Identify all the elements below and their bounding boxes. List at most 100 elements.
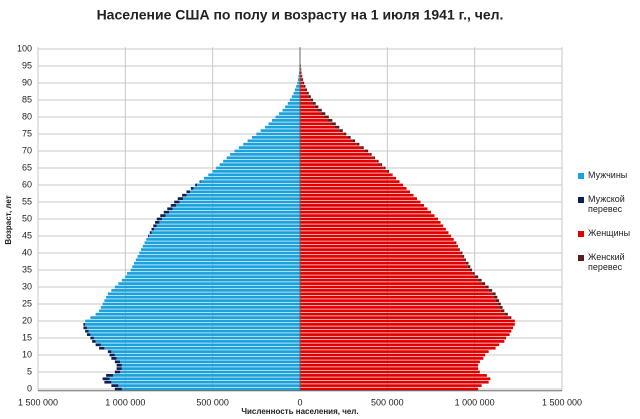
bar bbox=[272, 119, 300, 122]
bar bbox=[300, 278, 479, 282]
bar bbox=[310, 98, 314, 102]
bar bbox=[343, 132, 347, 136]
bar bbox=[83, 326, 87, 330]
bar bbox=[148, 234, 149, 238]
bar bbox=[169, 210, 300, 214]
bar bbox=[104, 299, 300, 302]
bar bbox=[111, 289, 300, 292]
bar bbox=[251, 136, 300, 139]
bar bbox=[109, 377, 300, 381]
bar bbox=[300, 217, 438, 221]
legend-item: Мужской перевес bbox=[578, 194, 638, 214]
bar bbox=[113, 374, 301, 377]
legend-swatch bbox=[578, 197, 584, 203]
bar bbox=[130, 268, 300, 272]
bar bbox=[104, 380, 112, 384]
bar bbox=[380, 163, 383, 166]
bar bbox=[300, 312, 505, 316]
bar bbox=[116, 357, 300, 360]
bar bbox=[469, 268, 473, 272]
bar bbox=[99, 309, 300, 313]
bar bbox=[300, 244, 458, 248]
bar bbox=[467, 265, 471, 268]
bar bbox=[149, 231, 152, 234]
bar bbox=[199, 180, 201, 183]
bar bbox=[300, 357, 484, 360]
y-tick-label: 10 bbox=[22, 349, 32, 359]
bar bbox=[170, 204, 176, 207]
bar bbox=[300, 102, 313, 105]
bar bbox=[300, 343, 500, 347]
bar bbox=[300, 285, 486, 289]
bar bbox=[312, 102, 316, 105]
bar bbox=[301, 74, 303, 78]
bar bbox=[455, 241, 457, 245]
bar bbox=[300, 282, 482, 285]
bar bbox=[300, 176, 397, 180]
bar bbox=[300, 139, 353, 143]
bar bbox=[300, 261, 466, 265]
bar bbox=[300, 224, 444, 228]
bar bbox=[121, 387, 300, 391]
bar bbox=[100, 343, 300, 347]
bar bbox=[465, 261, 469, 265]
bar bbox=[300, 374, 487, 377]
bar bbox=[182, 197, 300, 200]
bar bbox=[125, 275, 300, 279]
bar bbox=[300, 387, 479, 391]
bar bbox=[488, 289, 493, 292]
bar bbox=[162, 217, 300, 221]
bar bbox=[190, 187, 194, 190]
bar bbox=[132, 265, 300, 268]
bar bbox=[148, 234, 300, 238]
bar bbox=[208, 173, 300, 177]
legend-swatch bbox=[578, 173, 584, 179]
bar bbox=[156, 224, 300, 228]
bar bbox=[111, 357, 117, 360]
bar bbox=[293, 91, 300, 95]
y-tick-label: 50 bbox=[22, 213, 32, 223]
legend-label: Женский перевес bbox=[588, 252, 625, 272]
bar bbox=[102, 302, 300, 306]
bar bbox=[300, 380, 489, 384]
y-tick-label: 55 bbox=[22, 196, 32, 206]
bar bbox=[365, 149, 369, 153]
bar bbox=[219, 163, 300, 166]
bar bbox=[141, 248, 300, 251]
bar bbox=[247, 139, 300, 143]
y-tick-label: 35 bbox=[22, 264, 32, 274]
bar bbox=[85, 319, 300, 323]
bar bbox=[106, 295, 301, 299]
bar bbox=[95, 340, 300, 343]
bar bbox=[300, 197, 418, 200]
bar bbox=[500, 309, 505, 313]
bar bbox=[300, 163, 381, 166]
bar bbox=[300, 360, 480, 364]
bar bbox=[300, 333, 510, 336]
bar bbox=[90, 336, 94, 340]
legend-label: Мужчины bbox=[588, 170, 628, 180]
bar bbox=[167, 207, 173, 211]
bar bbox=[383, 166, 386, 170]
bar bbox=[387, 170, 390, 173]
bar bbox=[90, 333, 301, 336]
bar bbox=[300, 129, 340, 132]
bar bbox=[339, 129, 343, 132]
y-tick-label: 70 bbox=[22, 145, 32, 155]
bar bbox=[493, 295, 498, 299]
bar bbox=[172, 207, 300, 211]
bar bbox=[300, 275, 475, 279]
x-tick-label: 500 000 bbox=[371, 397, 404, 407]
bar bbox=[121, 367, 300, 370]
bar bbox=[114, 360, 121, 364]
bar bbox=[300, 98, 311, 102]
bar bbox=[300, 170, 388, 173]
bar bbox=[300, 71, 302, 75]
bar bbox=[352, 139, 356, 143]
bar bbox=[223, 159, 300, 163]
bar bbox=[485, 285, 489, 289]
y-tick-label: 75 bbox=[22, 128, 32, 138]
bar bbox=[200, 180, 300, 183]
bar bbox=[294, 88, 300, 92]
